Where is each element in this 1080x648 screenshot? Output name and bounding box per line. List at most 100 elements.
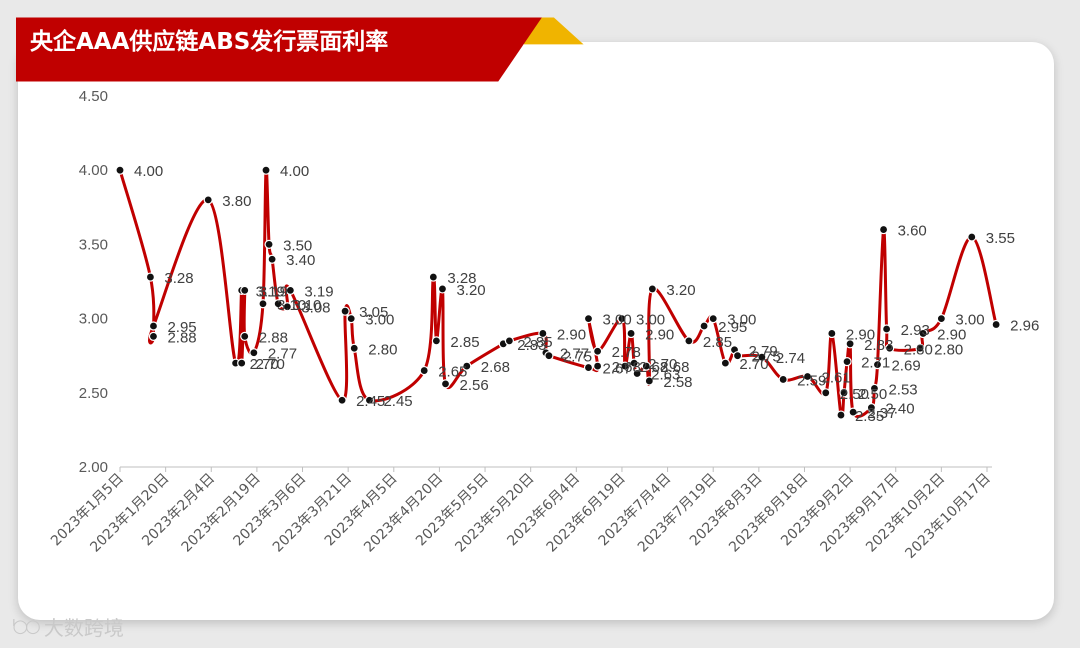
data-point — [346, 314, 356, 324]
data-point — [778, 374, 788, 385]
data-point — [836, 410, 846, 420]
watermark: ᑊ○○ 大数跨境 — [12, 612, 124, 641]
data-label: 3.10 — [292, 297, 321, 314]
x-tick-label: 2023年3月21日 — [270, 471, 355, 556]
x-tick-label: 2023年4月20日 — [361, 471, 446, 556]
data-label: 2.67 — [602, 361, 631, 378]
y-tick-label: 2.00 — [79, 459, 108, 476]
data-label: 2.90 — [937, 326, 966, 343]
data-label: 2.80 — [368, 341, 397, 358]
data-label: 2.40 — [885, 401, 914, 418]
data-label: 2.70 — [256, 356, 285, 373]
data-label: 3.00 — [602, 312, 631, 329]
data-label: 2.68 — [660, 359, 689, 376]
data-point — [708, 314, 718, 324]
data-label: 2.59 — [797, 372, 826, 389]
data-label: 2.45 — [383, 393, 412, 410]
data-point — [647, 284, 657, 294]
data-point — [148, 321, 159, 331]
data-label: 2.75 — [563, 349, 592, 366]
data-point — [544, 351, 554, 361]
x-tick-label: 2023年1月20日 — [87, 471, 172, 556]
data-label: 2.65 — [438, 364, 467, 381]
data-label: 3.00 — [727, 312, 756, 329]
data-label: 2.88 — [167, 329, 196, 346]
x-tick-label: 2023年10月17日 — [902, 471, 993, 562]
data-point — [285, 285, 295, 296]
data-point — [428, 272, 438, 282]
data-point — [203, 195, 213, 205]
data-point — [249, 348, 259, 358]
data-label: 2.45 — [356, 393, 385, 410]
data-point — [878, 224, 889, 235]
y-tick-label: 2.50 — [79, 385, 108, 402]
data-point — [593, 361, 603, 371]
y-tick-label: 4.00 — [79, 162, 108, 179]
data-label: 2.85 — [523, 334, 552, 351]
data-point — [845, 339, 855, 349]
data-label: 2.71 — [861, 355, 890, 372]
chart-title: 央企AAA供应链ABS发行票面利率 — [30, 29, 389, 55]
data-label: 3.00 — [636, 312, 665, 329]
data-point — [848, 407, 858, 417]
data-point — [757, 352, 767, 362]
data-label: 2.68 — [612, 359, 641, 376]
banner-red — [16, 17, 542, 82]
data-label: 2.83 — [517, 337, 546, 354]
data-point — [620, 361, 630, 371]
data-point — [593, 346, 603, 356]
data-label: 2.74 — [776, 350, 805, 367]
data-label: 2.68 — [481, 359, 510, 376]
data-point — [872, 360, 883, 370]
data-point — [267, 254, 277, 264]
data-label: 2.90 — [846, 326, 875, 343]
data-label: 2.88 — [259, 329, 288, 346]
data-point — [337, 395, 347, 405]
data-label: 2.53 — [888, 381, 917, 398]
data-point — [882, 324, 892, 334]
x-tick-label: 2023年8月18日 — [726, 471, 811, 556]
data-label: 2.61 — [822, 369, 851, 386]
data-label: 2.90 — [645, 326, 674, 343]
watermark-text: 大数跨境 — [43, 616, 124, 640]
data-point — [629, 358, 639, 368]
data-point — [462, 361, 472, 371]
data-point — [617, 314, 627, 324]
data-point — [419, 365, 429, 376]
data-point — [264, 239, 274, 249]
data-label: 3.40 — [286, 252, 315, 269]
data-point — [282, 302, 292, 312]
data-point — [632, 368, 642, 379]
data-label: 2.69 — [891, 358, 920, 375]
data-label: 2.50 — [840, 386, 869, 403]
data-point — [237, 358, 247, 368]
data-label: 2.56 — [460, 377, 489, 394]
chart-card — [18, 42, 1054, 620]
data-point — [145, 272, 156, 282]
data-label: 3.20 — [666, 282, 695, 299]
data-point — [431, 336, 441, 346]
y-tick-label: 4.50 — [79, 88, 108, 105]
data-point — [115, 165, 125, 175]
data-label: 2.75 — [752, 349, 781, 366]
data-label: 3.00 — [365, 312, 394, 329]
data-label: 4.00 — [134, 163, 163, 180]
data-point — [644, 376, 654, 386]
data-point — [866, 403, 877, 413]
data-label: 3.00 — [955, 312, 984, 329]
data-point — [240, 285, 250, 296]
data-label: 2.77 — [268, 346, 297, 363]
data-label: 2.85 — [703, 334, 732, 351]
data-label: 2.79 — [749, 343, 778, 360]
data-point — [802, 371, 813, 382]
data-label: 3.80 — [222, 193, 251, 210]
data-label: 2.68 — [639, 359, 668, 376]
data-label: 2.96 — [1010, 318, 1039, 335]
data-point — [349, 343, 359, 353]
data-label: 2.95 — [167, 319, 196, 336]
data-point — [821, 388, 831, 398]
data-point — [437, 284, 448, 294]
data-label: 4.00 — [280, 163, 309, 180]
data-point — [936, 314, 946, 324]
